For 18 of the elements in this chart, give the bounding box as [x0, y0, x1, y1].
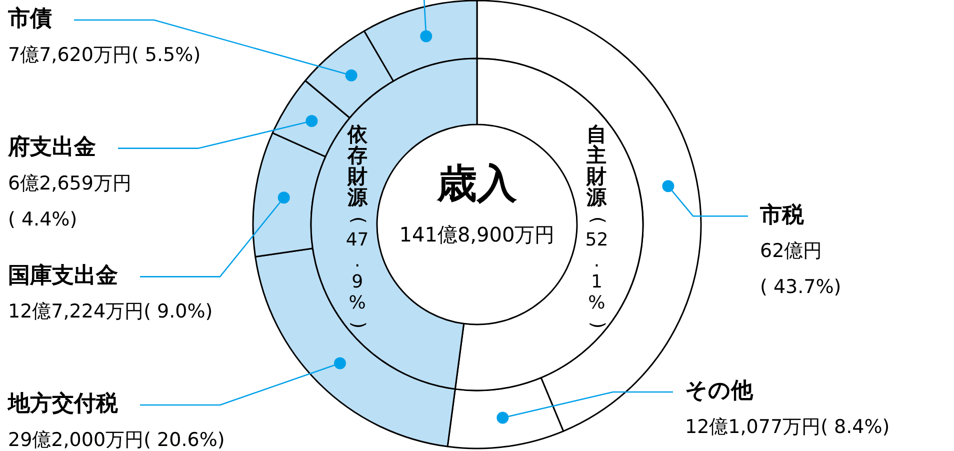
slice-label: 市税 [759, 202, 805, 228]
data-label: (47.9%) [346, 216, 369, 329]
data-label: 7億7,620万円( 5.5%) [8, 44, 201, 66]
data-label: 62億円 ( 43.7%) [760, 240, 842, 298]
data-label: 6億2,659万円 ( 4.4%) [8, 172, 132, 230]
text: 141億8,900万円 [399, 222, 555, 247]
slice-label: 依存財源 [346, 122, 368, 210]
data-label: 12億7,224万円( 9.0%) [8, 300, 213, 323]
text: 歳入 [436, 160, 518, 207]
slice-label: 府支出金 [7, 134, 96, 160]
slice-label: 国庫支出金 [8, 262, 118, 288]
slice-label: 市債 [7, 6, 52, 32]
slice-label: その他 [685, 378, 754, 404]
slice-label: 地方交付税 [7, 390, 119, 417]
data-label: 29億2,000万円( 20.6%) [8, 428, 225, 451]
data-label: (52.1%) [585, 216, 608, 329]
slice-label: 自主財源 [586, 122, 608, 210]
data-label: 12億1,077万円( 8.4%) [685, 416, 890, 438]
